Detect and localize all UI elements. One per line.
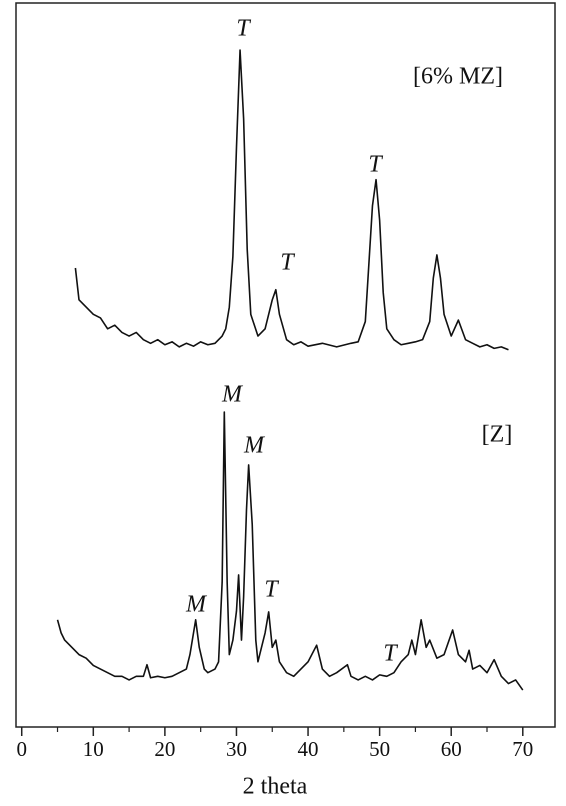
x-tick-label: 50 — [369, 737, 390, 761]
x-tick-label: 30 — [226, 737, 247, 761]
x-tick-label: 10 — [83, 737, 104, 761]
xrd-trace — [74, 49, 509, 351]
x-tick-label: 60 — [441, 737, 462, 761]
peak-annotation: T — [236, 16, 251, 42]
x-axis-label: 2 theta — [243, 774, 308, 800]
x-tick-label: 40 — [298, 737, 319, 761]
series-label: [6% MZ] — [413, 64, 503, 90]
peak-annotation: T — [368, 152, 383, 178]
x-tick-label: 20 — [154, 737, 175, 761]
peak-annotation: M — [221, 382, 244, 408]
peak-annotation: M — [243, 433, 266, 459]
x-tick-label: 70 — [512, 737, 533, 761]
x-tick-label: 0 — [16, 737, 27, 761]
series-label: [Z] — [482, 422, 513, 448]
xrd-trace — [56, 411, 524, 691]
peak-annotation: M — [185, 592, 208, 618]
peak-annotation: T — [280, 250, 295, 276]
peak-annotation: T — [383, 641, 398, 667]
peak-annotation: T — [264, 577, 279, 603]
plot-frame — [15, 2, 556, 728]
